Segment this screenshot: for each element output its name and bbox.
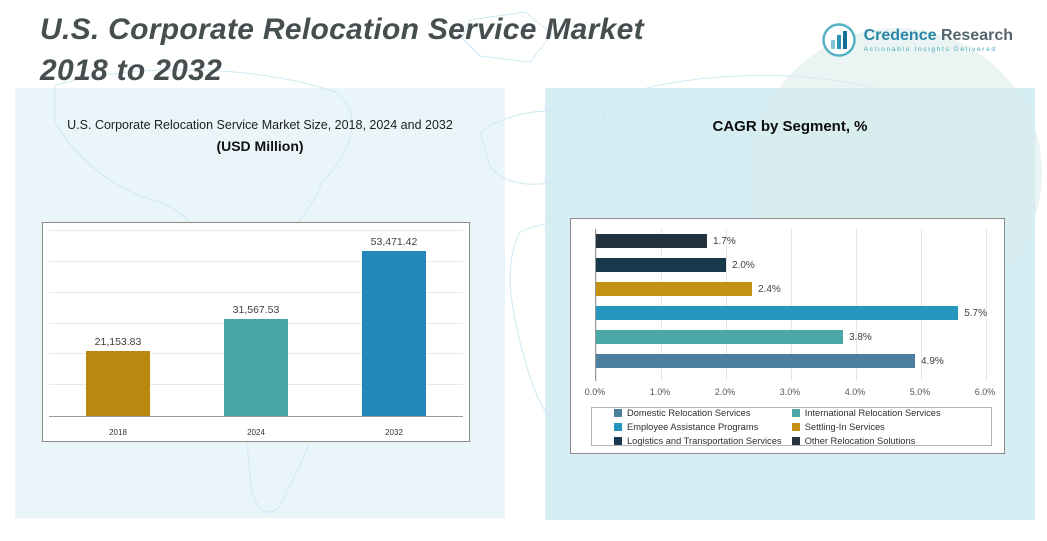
legend-label: Domestic Relocation Services bbox=[627, 407, 751, 418]
bar-row-international-relocation-services: 3.8% bbox=[596, 330, 987, 344]
legend-item-other-relocation-solutions: Other Relocation Solutions bbox=[791, 435, 985, 446]
logo-bar-chart-icon bbox=[821, 22, 857, 58]
legend-swatch bbox=[791, 436, 800, 445]
axis-label-2018: 2018 bbox=[109, 428, 127, 437]
bar-value-label: 21,153.83 bbox=[94, 336, 142, 348]
legend-swatch bbox=[614, 422, 622, 431]
bar-domestic-relocation-services bbox=[596, 354, 915, 368]
credence-research-logo: Credence Research Actionable Insights De… bbox=[821, 22, 1013, 58]
market-size-panel: U.S. Corporate Relocation Service Market… bbox=[15, 88, 505, 518]
bar-group-2024: 31,567.53 bbox=[187, 304, 325, 416]
logo-text: Credence Research Actionable Insights De… bbox=[864, 27, 1013, 53]
cagr-chart: 1.7% 2.0% 2.4% 5.7% 3.8% 4.9% 0.0% 1.0% 2.0% 3.0… bbox=[570, 218, 1005, 454]
bar-international-relocation-services bbox=[596, 330, 843, 344]
axis-label-2032: 2032 bbox=[385, 428, 403, 437]
legend-swatch bbox=[791, 408, 800, 417]
legend-item-settling-in-services: Settling-In Services bbox=[791, 421, 985, 432]
legend-label: Logistics and Transportation Services bbox=[627, 435, 782, 446]
legend-label: Other Relocation Solutions bbox=[804, 435, 916, 446]
legend-swatch bbox=[791, 422, 800, 431]
bar-row-domestic-relocation-services: 4.9% bbox=[596, 354, 987, 368]
logo-brand: Credence Research bbox=[863, 27, 1013, 44]
market-size-chart: 21,153.83 31,567.53 53,471.42 2018 2024 2032 bbox=[42, 222, 470, 442]
market-size-chart-title: U.S. Corporate Relocation Service Market… bbox=[67, 118, 453, 132]
bar-settling-in-services bbox=[596, 282, 752, 296]
legend-item-employee-assistance-programs: Employee Assistance Programs bbox=[614, 422, 790, 432]
cagr-x-axis: 0.0% 1.0% 2.0% 3.0% 4.0% 5.0% 6.0% bbox=[585, 387, 996, 399]
legend-label: International Relocation Services bbox=[804, 407, 941, 418]
page-title: U.S. Corporate Relocation Service Market… bbox=[40, 10, 644, 91]
axis-tick-label: 1.0% bbox=[649, 387, 671, 397]
axis-tick-label: 4.0% bbox=[844, 387, 866, 397]
cagr-chart-title: CAGR by Segment, % bbox=[712, 118, 868, 135]
bar-employee-assistance-programs bbox=[596, 306, 959, 320]
market-size-plot-area: 21,153.83 31,567.53 53,471.42 bbox=[49, 230, 463, 417]
bar-value-label: 1.7% bbox=[713, 235, 736, 247]
bar-row-employee-assistance-programs: 5.7% bbox=[596, 306, 987, 320]
bar-value-label: 5.7% bbox=[964, 307, 987, 319]
bar-value-label: 31,567.53 bbox=[232, 304, 280, 316]
axis-tick-label: 2.0% bbox=[714, 387, 736, 397]
cagr-panel: CAGR by Segment, % 1.7% 2.0% 2.4% 5.7% 3.8% 4… bbox=[545, 88, 1035, 520]
legend-item-logistics-and-transportation-services: Logistics and Transportation Services bbox=[614, 436, 790, 446]
bar-other-relocation-solutions bbox=[596, 234, 707, 248]
bar-2032 bbox=[362, 251, 426, 416]
gridline bbox=[49, 260, 463, 262]
bar-2024 bbox=[224, 319, 288, 416]
bar-2018 bbox=[86, 351, 150, 416]
bar-value-label: 2.0% bbox=[732, 259, 755, 271]
legend-item-domestic-relocation-services: Domestic Relocation Services bbox=[614, 408, 790, 418]
legend-label: Settling-In Services bbox=[804, 421, 885, 432]
bar-group-2032: 53,471.42 bbox=[325, 236, 463, 416]
legend-swatch bbox=[614, 436, 622, 445]
axis-tick-label: 0.0% bbox=[584, 387, 606, 397]
bar-logistics-and-transportation-services bbox=[596, 258, 726, 272]
axis-label-2024: 2024 bbox=[247, 428, 265, 437]
legend-item-international-relocation-services: International Relocation Services bbox=[791, 407, 985, 418]
bar-value-label: 53,471.42 bbox=[370, 236, 418, 248]
axis-tick-label: 3.0% bbox=[779, 387, 801, 397]
bar-row-settling-in-services: 2.4% bbox=[596, 282, 987, 296]
gridline bbox=[726, 229, 727, 381]
bar-row-other-relocation-solutions: 1.7% bbox=[596, 234, 987, 248]
page-title-line1: U.S. Corporate Relocation Service Market bbox=[40, 13, 644, 46]
axis-tick-label: 5.0% bbox=[909, 387, 931, 397]
bar-group-2018: 21,153.83 bbox=[49, 336, 187, 416]
cagr-legend: Domestic Relocation Services Internationa… bbox=[591, 407, 992, 446]
bar-value-label: 3.8% bbox=[849, 331, 872, 343]
gridline bbox=[49, 230, 463, 231]
market-size-chart-subtitle: (USD Million) bbox=[216, 138, 304, 154]
page-title-line2: 2018 to 2032 bbox=[40, 53, 223, 87]
gridline bbox=[661, 229, 662, 381]
bar-value-label: 4.9% bbox=[921, 355, 944, 367]
bar-value-label: 2.4% bbox=[758, 283, 781, 295]
legend-label: Employee Assistance Programs bbox=[627, 421, 759, 432]
market-size-x-axis: 2018 2024 2032 bbox=[49, 428, 463, 437]
legend-swatch bbox=[614, 408, 622, 417]
logo-tagline: Actionable Insights Delivered bbox=[863, 46, 997, 53]
gridline bbox=[49, 291, 463, 293]
axis-tick-label: 6.0% bbox=[974, 387, 996, 397]
cagr-plot-area: 1.7% 2.0% 2.4% 5.7% 3.8% 4.9% bbox=[595, 229, 987, 381]
bar-row-logistics-and-transportation-services: 2.0% bbox=[596, 258, 987, 272]
